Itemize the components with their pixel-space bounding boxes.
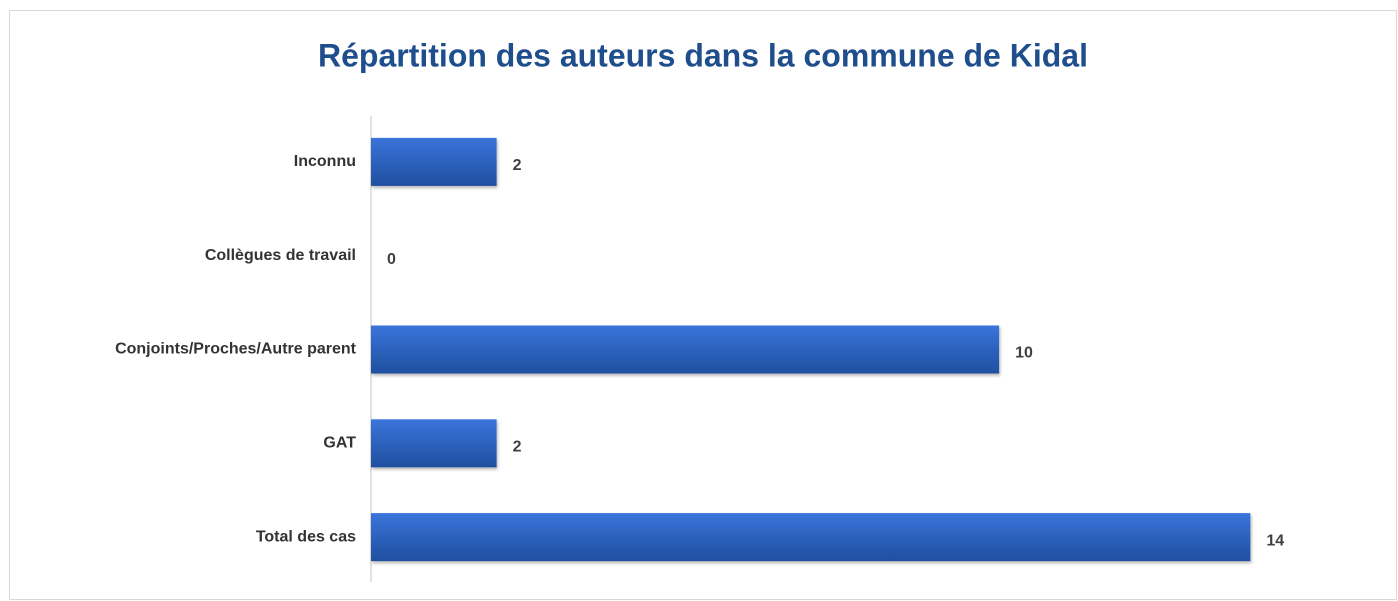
- value-label: 10: [1015, 345, 1033, 362]
- chart-title: Répartition des auteurs dans la commune …: [318, 37, 1088, 73]
- category-label: GAT: [323, 435, 356, 452]
- category-label: Conjoints/Proches/Autre parent: [115, 341, 357, 358]
- bar: [371, 325, 1000, 374]
- value-label: 2: [513, 157, 522, 174]
- bar: [371, 137, 497, 186]
- bar: [371, 419, 497, 468]
- value-label: 14: [1266, 532, 1284, 549]
- category-label: Inconnu: [294, 153, 356, 170]
- category-label: Collègues de travail: [205, 247, 356, 264]
- value-label: 0: [387, 251, 396, 268]
- bar: [371, 513, 1251, 562]
- category-label: Total des cas: [256, 528, 356, 545]
- chart-border: [9, 10, 1397, 600]
- value-label: 2: [513, 439, 522, 456]
